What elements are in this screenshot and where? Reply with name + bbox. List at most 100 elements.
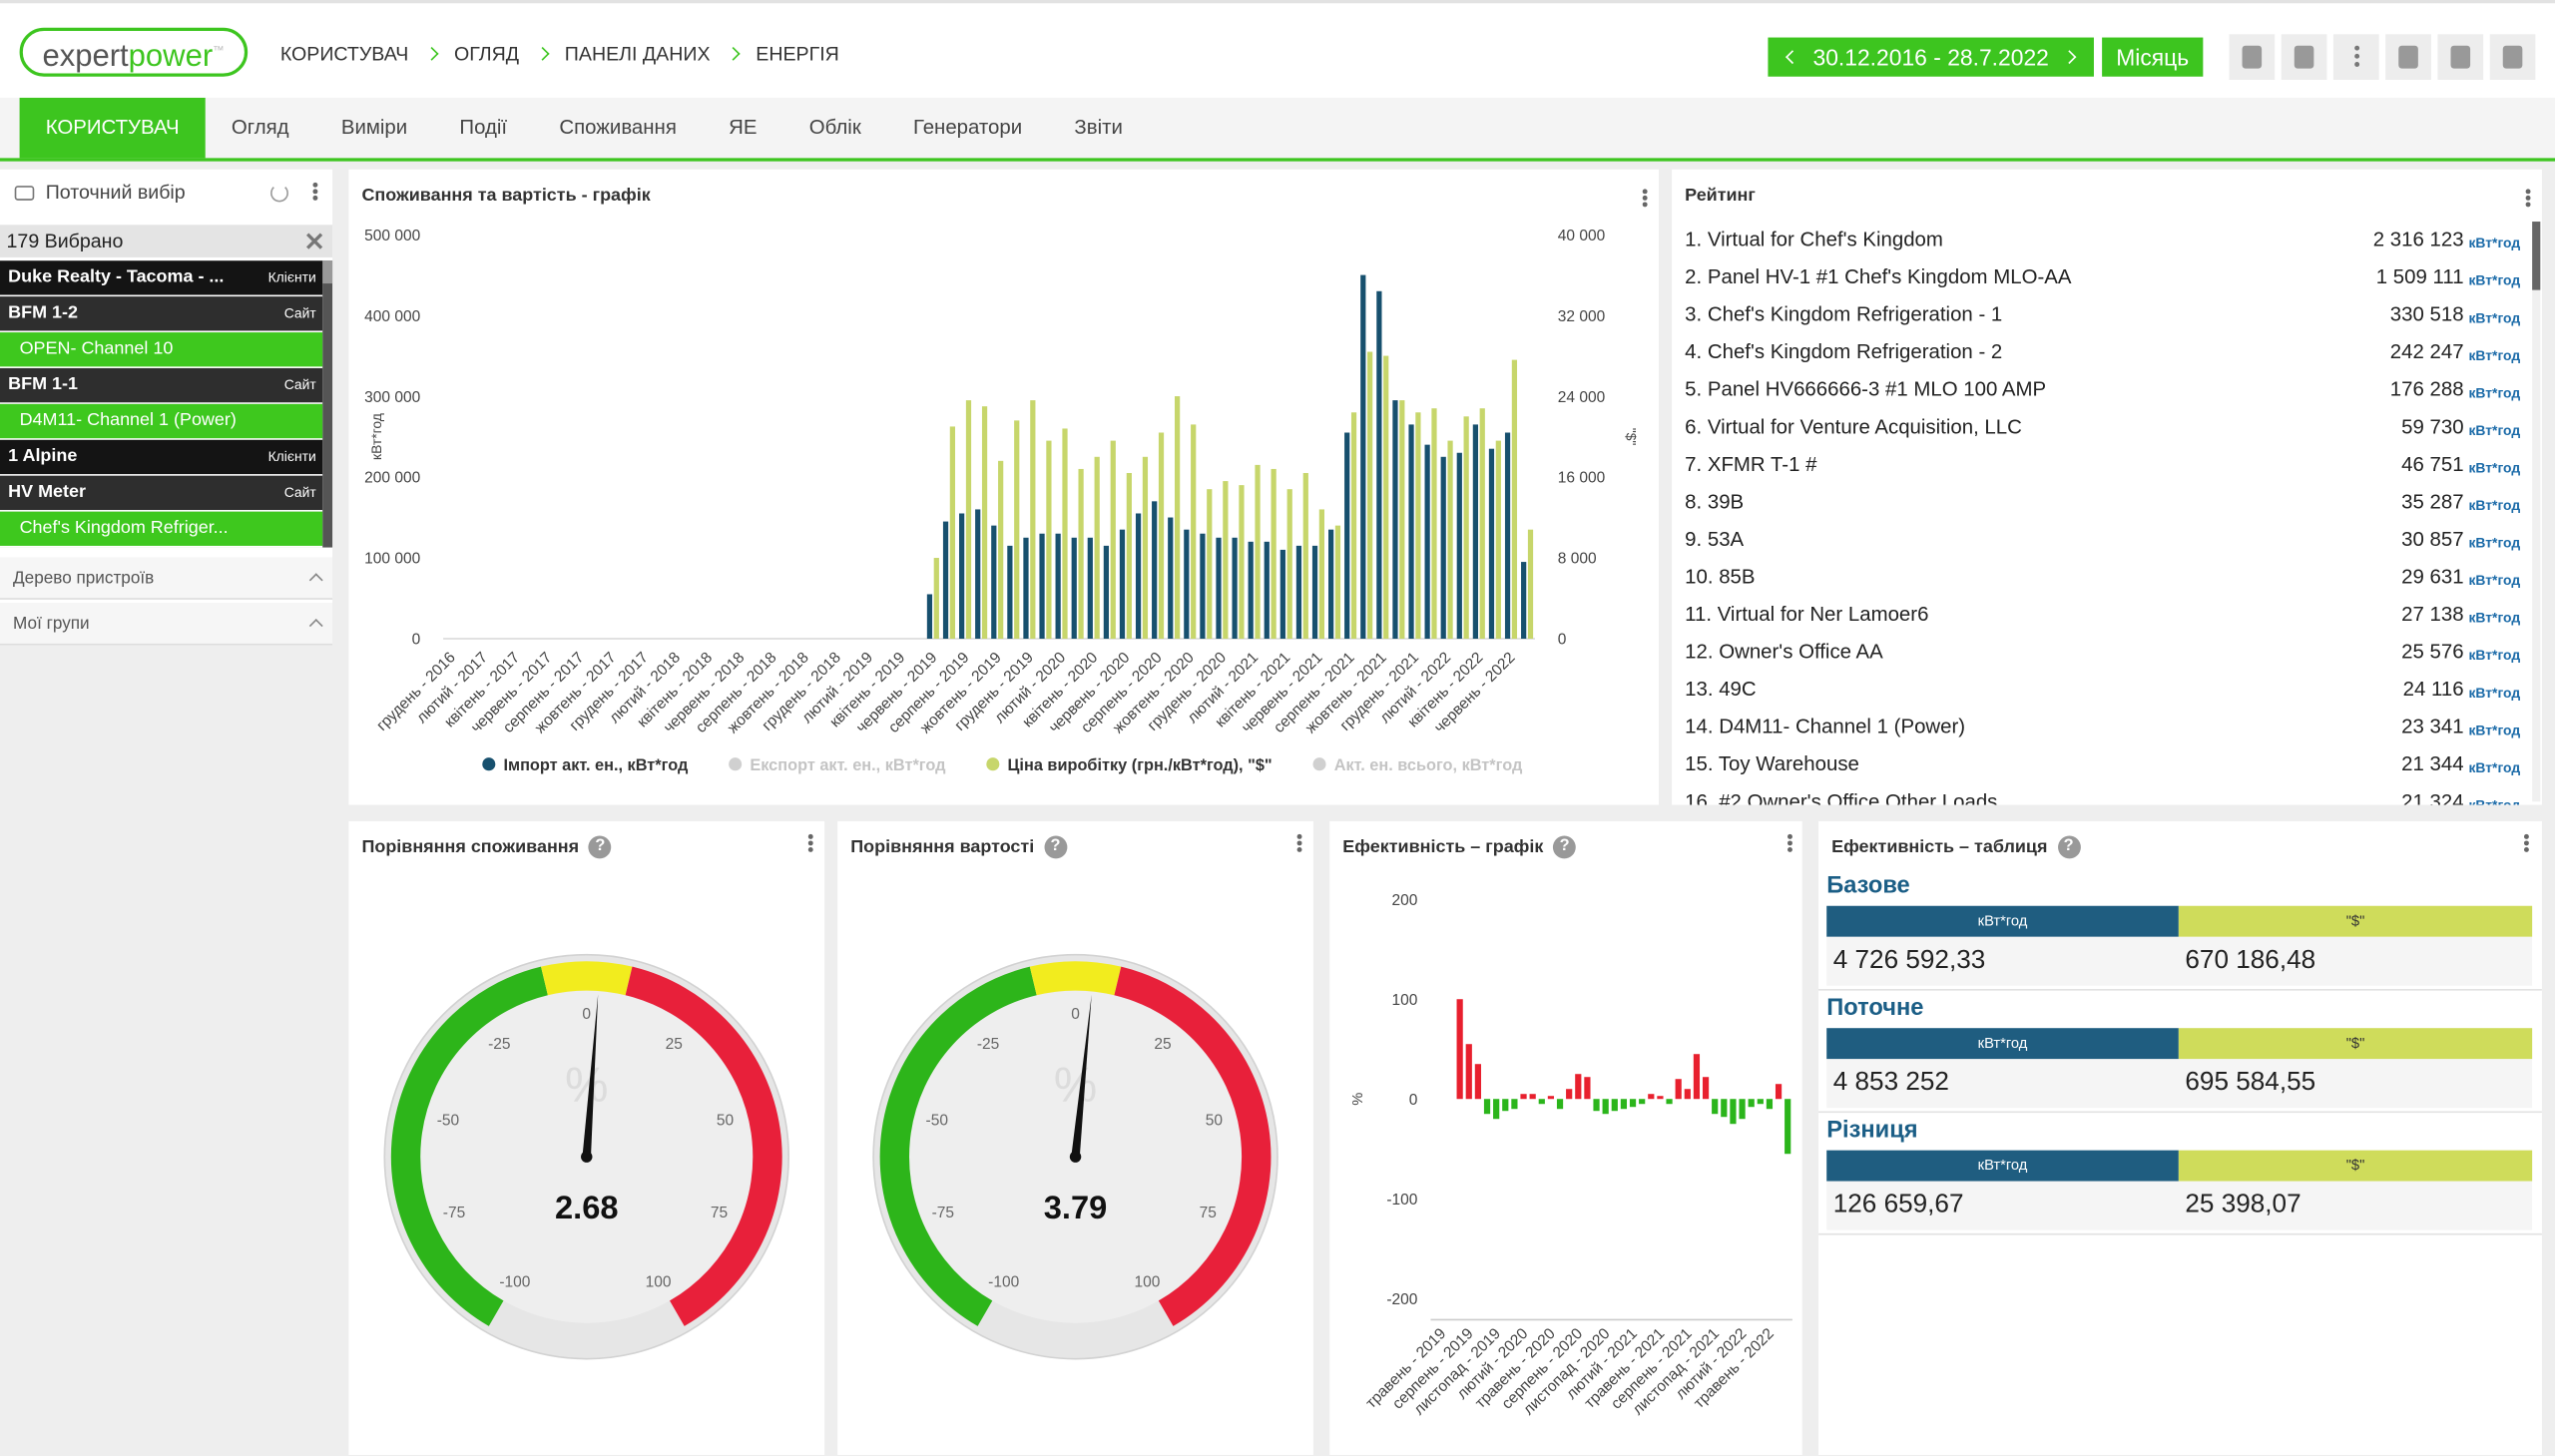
- tab[interactable]: ЯЕ: [729, 115, 758, 139]
- legend-label[interactable]: Експорт акт. ен., кВт*год: [750, 756, 946, 774]
- tab[interactable]: КОРИСТУВАЧ: [19, 97, 206, 159]
- home-button[interactable]: [2437, 34, 2484, 80]
- reset-button[interactable]: [270, 184, 288, 203]
- gauge-pivot: [1069, 1151, 1082, 1163]
- breadcrumb-item[interactable]: ОГЛЯД: [454, 42, 520, 66]
- ranking-row[interactable]: 7. XFMR T-1 # 46 751 кВт*год: [1672, 448, 2532, 481]
- bar: [1014, 420, 1020, 639]
- more-button[interactable]: [2332, 34, 2379, 80]
- ranking-row[interactable]: 13. 49C 24 116 кВт*год: [1672, 673, 2532, 706]
- tab[interactable]: Звіти: [1074, 115, 1123, 139]
- help-icon[interactable]: ?: [588, 835, 612, 859]
- ranking-value: 176 288: [2389, 377, 2464, 401]
- selection-item[interactable]: BFM 1-2 Сайт: [0, 296, 323, 333]
- ranking-value: 29 631: [2401, 565, 2464, 589]
- chevron: [1785, 50, 1799, 65]
- menu-button[interactable]: [1293, 833, 1303, 854]
- ranking-value: 27 138: [2401, 603, 2464, 626]
- tab[interactable]: Генератори: [913, 115, 1023, 139]
- bar: [1039, 533, 1045, 639]
- tab[interactable]: Події: [459, 115, 508, 139]
- menu-dot: [806, 833, 812, 839]
- selection-item[interactable]: Duke Realty - Tacoma - ... Клієнти: [0, 260, 323, 297]
- ranking-row[interactable]: 14. D4M11- Channel 1 (Power) 23 341 кВт*го…: [1672, 711, 2532, 743]
- date-range: 30.12.2016 - 28.7.2022: [1812, 44, 2049, 71]
- ranking-row[interactable]: 16. #2 Owner's Office Other Loads 21 324 к…: [1672, 785, 2532, 805]
- sidebar-title: Поточний вибір: [45, 181, 186, 205]
- help-icon[interactable]: ?: [1553, 835, 1577, 859]
- legend-marker: [1312, 757, 1326, 771]
- clear-button[interactable]: [306, 233, 323, 249]
- bar: [949, 426, 956, 639]
- menu-button[interactable]: [1639, 189, 1649, 209]
- ranking-row[interactable]: 10. 85B 29 631 кВт*год: [1672, 561, 2532, 594]
- tab[interactable]: Виміри: [340, 115, 408, 139]
- tab[interactable]: Огляд: [231, 115, 289, 139]
- bar: [1207, 489, 1213, 639]
- ranking-unit: кВт*год: [2468, 459, 2521, 476]
- ranking-row[interactable]: 4. Chef's Kingdom Refrigeration - 2 242 2…: [1672, 335, 2532, 368]
- selection-item[interactable]: D4M11- Channel 1 (Power): [0, 403, 323, 440]
- help-icon[interactable]: ?: [1044, 835, 1067, 859]
- gauge-value: 3.79: [1044, 1189, 1108, 1225]
- menu-button[interactable]: [2521, 833, 2531, 854]
- breadcrumb-item[interactable]: КОРИСТУВАЧ: [279, 42, 409, 66]
- ranking-row[interactable]: 3. Chef's Kingdom Refrigeration - 1 330 5…: [1672, 298, 2532, 331]
- excel-button[interactable]: [2229, 34, 2276, 80]
- tab[interactable]: Споживання: [559, 115, 677, 139]
- sidebar-section[interactable]: Дерево пристроїв: [0, 557, 333, 600]
- ranking-name: 4. Chef's Kingdom Refrigeration - 2: [1685, 340, 2003, 364]
- gauge-tick-label: -100: [988, 1273, 1019, 1290]
- legend-label[interactable]: Акт. ен. всього, кВт*год: [1334, 756, 1523, 774]
- y2-tick-label: 8 000: [1558, 551, 1597, 568]
- selection-item[interactable]: HV Meter Сайт: [0, 475, 323, 512]
- breadcrumb-item[interactable]: ПАНЕЛІ ДАНИХ: [564, 42, 711, 66]
- bar: [1295, 545, 1302, 639]
- item-tag: Сайт: [283, 483, 316, 501]
- gauge: -100 -75 -50 -25 0 25 50 75 100% 2.68: [383, 953, 790, 1360]
- ranking-row[interactable]: 5. Panel HV666666-3 #1 MLO 100 AMP 176 28…: [1672, 373, 2532, 406]
- ranking-row[interactable]: 9. 53A 30 857 кВт*год: [1672, 523, 2532, 556]
- menu-button[interactable]: [1785, 833, 1794, 854]
- ranking-row[interactable]: 2. Panel HV-1 #1 Chef's Kingdom MLO-AA 1 …: [1672, 260, 2532, 293]
- ranking-row[interactable]: 1. Virtual for Chef's Kingdom 2 316 123 кВ…: [1672, 224, 2532, 256]
- user-button[interactable]: [2489, 34, 2536, 80]
- ranking-row[interactable]: 15. Toy Warehouse 21 344 кВт*год: [1672, 747, 2532, 780]
- selection-item[interactable]: BFM 1-1 Сайт: [0, 367, 323, 404]
- ranking-row[interactable]: 6. Virtual for Venture Acquisition, LLC 5…: [1672, 410, 2532, 443]
- legend-label[interactable]: Імпорт акт. ен., кВт*год: [503, 756, 688, 774]
- logo[interactable]: expertpower™: [19, 27, 249, 77]
- bar: [1456, 452, 1462, 639]
- ranking-row[interactable]: 12. Owner's Office AA 25 576 кВт*год: [1672, 636, 2532, 669]
- tab[interactable]: Облік: [808, 115, 861, 139]
- print-button[interactable]: [2281, 34, 2327, 80]
- selection-item[interactable]: OPEN- Channel 10: [0, 332, 323, 368]
- sidebar-section[interactable]: Мої групи: [0, 603, 333, 646]
- ranking-value: 46 751: [2401, 452, 2464, 476]
- period-button[interactable]: Місяць: [2102, 37, 2204, 77]
- bar: [1721, 1099, 1728, 1118]
- bar: [998, 460, 1004, 639]
- ranking-row[interactable]: 8. 39B 35 287 кВт*год: [1672, 486, 2532, 519]
- bar: [1135, 513, 1142, 639]
- selection-item[interactable]: 1 Alpine Клієнти: [0, 439, 323, 476]
- ranking-row[interactable]: 11. Virtual for Ner Lamoer6 27 138 кВт*год: [1672, 598, 2532, 631]
- menu-button[interactable]: [805, 833, 815, 854]
- breadcrumb-item[interactable]: ЕНЕРГІЯ: [756, 42, 839, 66]
- menu-button[interactable]: [2522, 189, 2532, 209]
- ranking-name: 8. 39B: [1685, 490, 1745, 514]
- date-range-button[interactable]: 30.12.2016 - 28.7.2022: [1768, 37, 2094, 77]
- download-button[interactable]: [2385, 34, 2431, 80]
- menu-button[interactable]: [309, 182, 319, 203]
- gauge-tick-label: -100: [499, 1273, 530, 1290]
- bar: [1556, 1099, 1564, 1110]
- table-header-cell: кВт*год: [1826, 905, 2179, 937]
- bar: [1730, 1099, 1737, 1125]
- item-name: 1 Alpine: [8, 446, 78, 466]
- legend-marker: [986, 757, 1000, 771]
- gauge-tick-label: -50: [437, 1113, 460, 1130]
- selection-item[interactable]: Chef's Kingdom Refriger...: [0, 511, 323, 548]
- legend-label[interactable]: Ціна виробітку (грн./кВт*год), "$": [1008, 756, 1273, 774]
- help-icon[interactable]: ?: [2057, 835, 2081, 859]
